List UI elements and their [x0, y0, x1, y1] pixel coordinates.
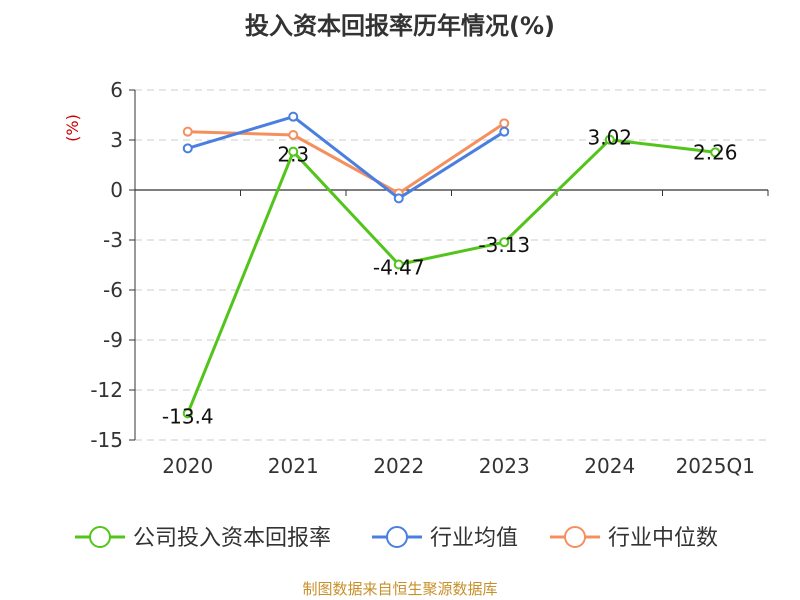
chart-title: 投入资本回报率历年情况(%)	[245, 12, 555, 40]
series-group	[182, 111, 721, 419]
series-point-0	[499, 237, 510, 248]
y-tick-label: -12	[90, 378, 123, 402]
data-label: 2.26	[693, 140, 738, 164]
series-point-0	[288, 146, 299, 157]
series-point-2	[182, 126, 193, 137]
y-tick-label: -6	[103, 278, 123, 302]
legend-marker	[564, 526, 586, 548]
y-axis-label: (%)	[63, 114, 82, 142]
y-tick-label: 3	[110, 128, 123, 152]
data-label: -4.47	[373, 256, 425, 280]
y-tick-label: -3	[103, 228, 123, 252]
y-tick-label: 6	[110, 78, 123, 102]
x-tick-label: 2024	[584, 454, 635, 478]
x-tick-label: 2025Q1	[676, 454, 755, 478]
legend: 公司投入资本回报率 行业均值 行业中位数	[75, 526, 718, 551]
series-line-0	[186, 138, 716, 414]
x-tick-label: 2020	[162, 454, 213, 478]
legend-label: 行业均值	[430, 526, 518, 551]
series-line-1	[187, 115, 506, 200]
y-tick-label: 0	[110, 178, 123, 202]
series-point-0	[604, 134, 615, 145]
data-label: -3.13	[478, 233, 530, 257]
x-tick-label: 2021	[268, 454, 319, 478]
series-point-2	[288, 130, 299, 140]
y-tick-label: -15	[90, 428, 123, 452]
data-labels: -13.4 2.3 -4.47 -3.13 3.02 2.26	[162, 126, 738, 429]
legend-label: 行业中位数	[608, 526, 718, 551]
data-label: -13.4	[162, 404, 214, 428]
grid-lines	[135, 89, 768, 441]
series-point-2	[499, 118, 510, 129]
data-label: 3.02	[587, 126, 632, 150]
series-point-0	[710, 147, 721, 158]
series-point-1	[182, 143, 193, 154]
series-point-1	[499, 126, 510, 137]
x-tick-label: 2023	[479, 454, 530, 478]
y-tick-labels: 6 3 0 -3 -6 -9 -12 -15	[90, 78, 123, 452]
series-point-1	[393, 193, 404, 204]
series-point-0	[393, 259, 404, 270]
axes	[129, 89, 769, 441]
series-point-0	[182, 408, 193, 419]
legend-marker	[386, 526, 408, 548]
legend-marker	[89, 526, 111, 548]
y-tick-label: -9	[103, 328, 123, 352]
x-tick-label: 2022	[373, 454, 424, 478]
series-point-1	[288, 111, 299, 122]
legend-label: 公司投入资本回报率	[133, 526, 331, 551]
source-note: 制图数据来自恒生聚源数据库	[302, 580, 497, 598]
x-tick-labels: 2020 2021 2022 2023 2024 2025Q1	[162, 454, 755, 478]
data-label: 2.3	[277, 143, 309, 167]
